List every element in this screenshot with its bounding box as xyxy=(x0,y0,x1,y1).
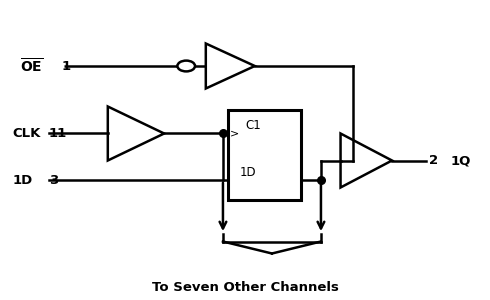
Text: $\overline{\mathbf{OE}}$: $\overline{\mathbf{OE}}$ xyxy=(20,57,43,75)
Text: 3: 3 xyxy=(49,173,58,187)
Bar xyxy=(228,110,301,200)
Text: 1D: 1D xyxy=(12,173,32,187)
Text: 1Q: 1Q xyxy=(451,154,471,167)
Text: >: > xyxy=(230,128,240,139)
Text: 1: 1 xyxy=(61,59,71,73)
Text: CLK: CLK xyxy=(12,127,41,140)
Text: C1: C1 xyxy=(245,119,261,132)
Text: 1D: 1D xyxy=(240,166,257,178)
Text: 2: 2 xyxy=(429,154,438,167)
Text: 11: 11 xyxy=(49,127,67,140)
Text: To Seven Other Channels: To Seven Other Channels xyxy=(151,281,339,294)
